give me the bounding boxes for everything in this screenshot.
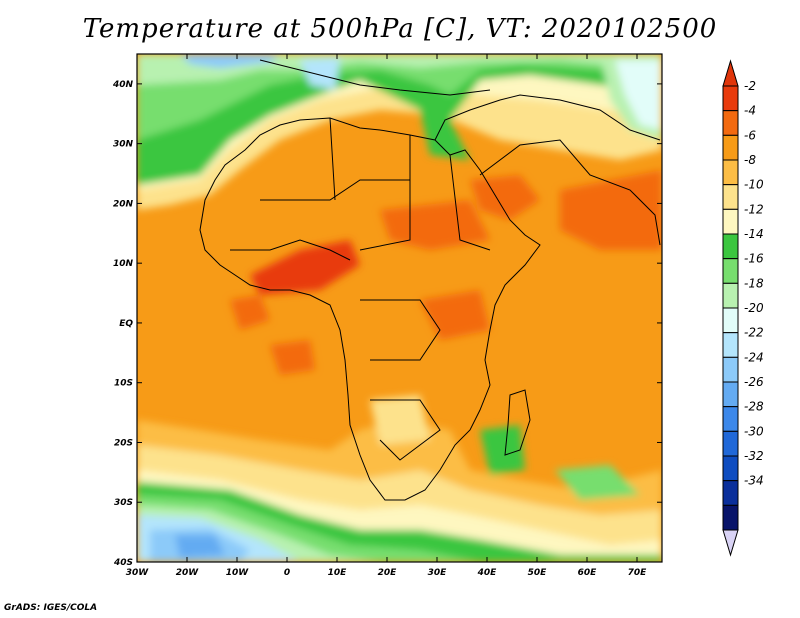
- lat-label: 20N: [113, 199, 134, 209]
- coastlines: [199, 59, 661, 501]
- colorbar-label: -26: [744, 375, 764, 389]
- lat-label: 30N: [113, 140, 134, 150]
- colorbar-label: -4: [744, 104, 756, 118]
- colorbar-swatch: [722, 356, 739, 383]
- colorbar-bottom-arrow: [722, 529, 739, 557]
- lon-label: 30E: [428, 568, 448, 578]
- map-title: Temperature at 500hPa [C], VT: 202010250…: [82, 14, 718, 44]
- colorbar-swatch: [722, 307, 739, 334]
- lon-label: 20E: [378, 568, 398, 578]
- lon-label: 0: [284, 568, 290, 578]
- lat-label: 40S: [113, 558, 133, 568]
- lon-label: 20W: [176, 568, 200, 578]
- lat-label: EQ: [119, 319, 133, 329]
- colorbar-label: -18: [744, 276, 764, 290]
- colorbar-label: -34: [744, 474, 764, 488]
- colorbar-label: -24: [744, 350, 764, 364]
- lat-label: 40N: [112, 80, 134, 90]
- colorbar-label: -22: [744, 326, 764, 340]
- colorbar-swatch: [722, 504, 739, 531]
- colorbar-swatch: [722, 455, 739, 482]
- colorbar-label: -20: [744, 301, 764, 315]
- map-frame: [136, 53, 663, 563]
- colorbar-swatch: [722, 184, 739, 210]
- colorbar-swatch: [722, 85, 739, 112]
- lon-label: 30W: [126, 568, 150, 578]
- colorbar-swatch: [722, 258, 739, 284]
- colorbar-swatch: [722, 233, 739, 260]
- colorbar-swatch: [722, 332, 739, 358]
- colorbar-swatch: [722, 480, 739, 506]
- lon-label: 10W: [226, 568, 250, 578]
- lon-label: 60E: [578, 568, 598, 578]
- colorbar-swatch: [722, 208, 739, 235]
- colorbar-swatch: [722, 406, 739, 432]
- colorbar-swatch: [722, 134, 739, 161]
- grads-credit: GrADS: IGES/COLA: [4, 603, 98, 613]
- lon-label: 10E: [328, 568, 348, 578]
- colorbar-top-arrow: [722, 59, 739, 87]
- colorbar-swatch: [722, 430, 739, 457]
- colorbar-label: -10: [744, 178, 764, 192]
- colorbar-label: -8: [744, 153, 756, 167]
- lat-label: 10S: [114, 379, 133, 389]
- colorbar-label: -32: [744, 449, 764, 463]
- colorbar: -2 -4 -6 -8 -10 -12 -14 -16 -18 -20 -22 -24 -26 -28 -3…: [722, 59, 764, 557]
- lat-label: 20S: [114, 438, 133, 448]
- colorbar-label: -14: [744, 227, 764, 241]
- lat-label: 30S: [114, 498, 133, 508]
- lon-label: 40E: [477, 568, 498, 578]
- colorbar-swatch: [722, 282, 739, 309]
- lat-label: 10N: [113, 259, 134, 269]
- colorbar-label: -16: [744, 252, 764, 266]
- colorbar-label: -30: [744, 424, 764, 438]
- longitude-axis: 30W 20W 10W 0 10E 20E 30E 40E 50E 60E 70E: [126, 54, 647, 578]
- latitude-axis: 40N 30N 20N 10N EQ 10S 20S 30S 40S: [112, 80, 662, 568]
- temperature-field: [137, 54, 662, 562]
- colorbar-label: -28: [744, 400, 764, 414]
- colorbar-swatch: [722, 381, 739, 408]
- colorbar-label: -12: [744, 202, 764, 216]
- colorbar-label: -2: [744, 79, 756, 93]
- lon-label: 50E: [528, 568, 548, 578]
- lon-label: 70E: [628, 568, 648, 578]
- colorbar-label: -6: [744, 128, 756, 142]
- colorbar-swatch: [722, 159, 739, 186]
- colorbar-swatch: [722, 110, 739, 136]
